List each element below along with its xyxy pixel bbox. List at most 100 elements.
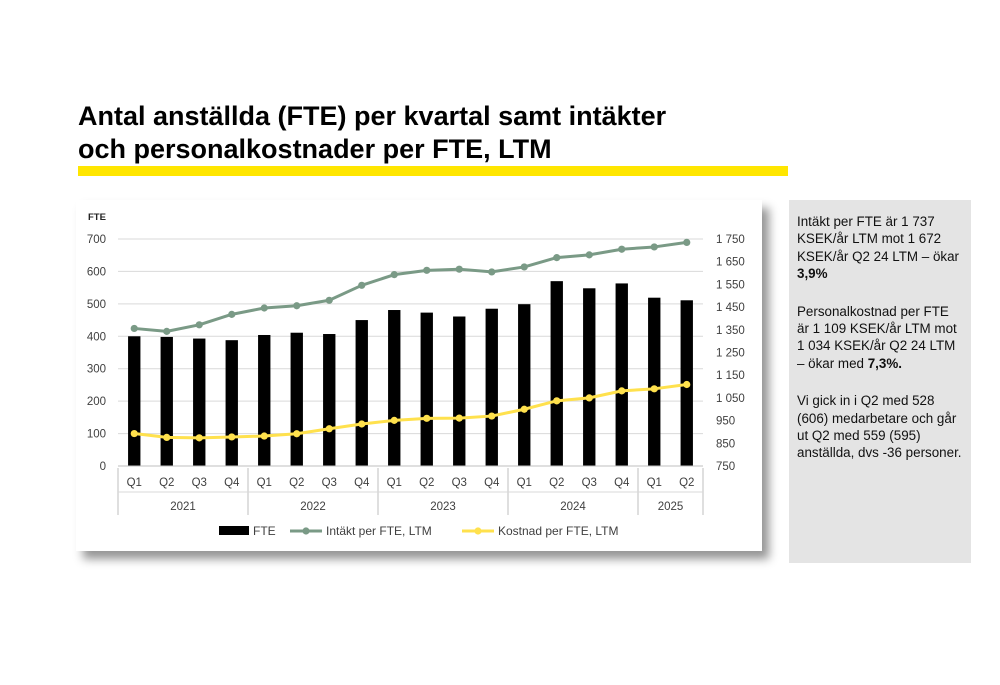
point-cost-per-fte	[390, 416, 398, 424]
point-cost-per-fte	[553, 397, 561, 405]
point-revenue-per-fte	[358, 281, 366, 289]
bar-fte	[355, 320, 368, 466]
x-tick-label: Q3	[322, 477, 337, 489]
legend-swatch-revenue-dot	[302, 527, 310, 535]
x-tick-label: Q3	[452, 477, 467, 489]
revenue-growth-value: 3,9%	[797, 266, 828, 282]
point-revenue-per-fte	[618, 245, 626, 253]
point-revenue-per-fte	[455, 265, 463, 273]
point-revenue-per-fte	[195, 321, 203, 329]
bar-fte	[258, 334, 271, 466]
x-tick-label: Q2	[419, 477, 434, 489]
x-tick-label: Q1	[517, 477, 532, 489]
slide-title-line-2: och personalkostnader per FTE, LTM	[78, 134, 552, 164]
point-cost-per-fte	[260, 432, 268, 440]
point-cost-per-fte	[228, 433, 236, 441]
point-revenue-per-fte	[163, 327, 171, 335]
point-revenue-per-fte	[683, 238, 691, 247]
point-cost-per-fte	[618, 387, 626, 395]
revenue-per-fte-note: Intäkt per FTE är 1 737 KSEK/år LTM mot …	[797, 214, 959, 282]
point-revenue-per-fte	[228, 310, 236, 318]
x-group-label: 2022	[300, 501, 326, 513]
bar-fte	[193, 338, 206, 466]
cost-growth-value: 7,3%.	[867, 355, 902, 371]
bar-fte	[128, 336, 141, 466]
bar-fte	[550, 281, 563, 466]
y-tick-label: 700	[87, 234, 106, 246]
chart-card: 0 100 200 300 400 500 600 700 750 850 950 1 050 1 15…	[76, 200, 762, 551]
y-tick-label: 100	[87, 429, 106, 441]
point-cost-per-fte	[293, 430, 301, 438]
line-cost-per-fte	[134, 383, 687, 440]
point-revenue-per-fte	[488, 268, 496, 276]
legend-label-cost: Kostnad per FTE, LTM	[498, 524, 619, 538]
y-tick-label: 200	[87, 396, 106, 408]
y2-tick-label: 1 050	[716, 393, 745, 405]
point-cost-per-fte	[650, 385, 658, 393]
point-cost-per-fte	[488, 412, 496, 420]
bar-fte	[323, 334, 336, 466]
x-group-label: 2024	[560, 501, 586, 513]
y2-tick-label: 950	[716, 416, 735, 428]
line-revenue-per-fte	[134, 240, 687, 333]
point-revenue-per-fte	[553, 254, 561, 262]
point-cost-per-fte	[358, 420, 366, 428]
bar-fte	[648, 297, 661, 466]
point-revenue-per-fte	[260, 304, 268, 312]
y2-tick-label: 1 150	[716, 370, 745, 382]
y2-tick-label: 1 750	[716, 234, 745, 246]
point-revenue-per-fte	[293, 302, 301, 310]
x-group-label: 2023	[430, 501, 456, 513]
fte-chart: 0 100 200 300 400 500 600 700 750 850 950 1 050 1 15…	[87, 212, 745, 538]
x-tick-label: Q3	[582, 477, 597, 489]
point-revenue-per-fte	[130, 324, 138, 333]
x-tick-label: Q2	[549, 477, 564, 489]
point-cost-per-fte	[585, 394, 593, 402]
y-tick-label: 600	[87, 266, 106, 278]
legend-label-fte: FTE	[253, 524, 276, 538]
bar-fte	[160, 336, 173, 466]
y2-tick-label: 1 250	[716, 348, 745, 360]
point-cost-per-fte	[195, 434, 203, 442]
y-tick-label: 0	[100, 461, 106, 473]
x-group-label: 2025	[658, 501, 684, 513]
point-revenue-per-fte	[650, 243, 658, 251]
y-axis-title: FTE	[88, 212, 106, 223]
x-group-label: 2021	[170, 501, 196, 513]
bar-fte	[518, 304, 531, 466]
x-tick-label: Q4	[354, 477, 370, 489]
point-revenue-per-fte	[325, 296, 333, 304]
point-revenue-per-fte	[585, 251, 593, 259]
point-cost-per-fte	[455, 414, 463, 422]
point-cost-per-fte	[423, 414, 431, 422]
point-cost-per-fte	[520, 405, 528, 413]
x-tick-label: Q1	[127, 477, 142, 489]
title-accent-bar	[78, 166, 788, 176]
y2-tick-label: 750	[716, 461, 735, 473]
x-tick-label: Q1	[647, 477, 662, 489]
bar-fte	[420, 312, 433, 466]
cost-per-fte-note: Personalkostnad per FTE är 1 109 KSEK/år…	[797, 303, 957, 371]
y2-tick-label: 1 550	[716, 279, 745, 291]
y2-tick-label: 1 450	[716, 302, 745, 314]
y2-tick-label: 850	[716, 438, 735, 450]
y-tick-label: 500	[87, 299, 106, 311]
x-tick-label: Q4	[484, 477, 500, 489]
bar-fte	[615, 283, 628, 466]
slide-title-line-1: Antal anställda (FTE) per kvartal samt i…	[78, 101, 667, 131]
point-cost-per-fte	[683, 380, 691, 389]
x-tick-label: Q1	[257, 477, 272, 489]
x-tick-label: Q2	[289, 477, 304, 489]
point-revenue-per-fte	[423, 266, 431, 274]
y2-tick-label: 1 650	[716, 257, 745, 269]
x-tick-label: Q2	[159, 477, 174, 489]
point-revenue-per-fte	[390, 271, 398, 279]
point-cost-per-fte	[163, 433, 171, 441]
point-cost-per-fte	[325, 425, 333, 433]
commentary-panel: Intäkt per FTE är 1 737 KSEK/år LTM mot …	[789, 200, 971, 563]
legend-label-revenue: Intäkt per FTE, LTM	[326, 524, 432, 538]
point-cost-per-fte	[130, 429, 138, 438]
bar-fte	[388, 310, 401, 466]
x-tick-label: Q4	[614, 477, 630, 489]
y2-tick-label: 1 350	[716, 325, 745, 337]
